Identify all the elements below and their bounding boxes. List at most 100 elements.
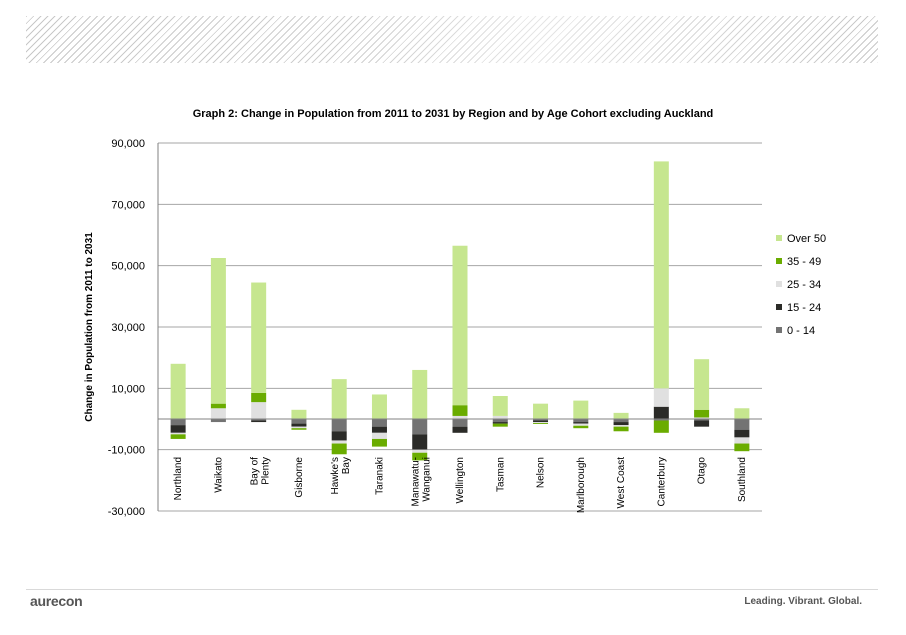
bar-manawatu-wanganui-35-49 bbox=[412, 452, 428, 461]
bar-manawatu-wanganui-over-50 bbox=[412, 369, 428, 419]
bar-west-coast-0-14 bbox=[613, 419, 629, 423]
x-tick-label: West Coast bbox=[616, 457, 627, 509]
bar-wellington-15-24 bbox=[452, 426, 468, 433]
bar-nelson-25-34 bbox=[533, 422, 549, 423]
bar-manawatu-wanganui-15-24 bbox=[412, 434, 428, 450]
bar-hawke-s-bay-15-24 bbox=[331, 431, 347, 441]
bar-west-coast-over-50 bbox=[613, 412, 629, 419]
x-tick-label-line: Marlborough bbox=[576, 457, 587, 513]
bar-taranaki-15-24 bbox=[371, 426, 387, 433]
legend-label: 15 - 24 bbox=[787, 302, 821, 314]
bar-manawatu-wanganui-0-14 bbox=[412, 419, 428, 435]
x-tick-label-line: Gisborne bbox=[294, 457, 305, 498]
bar-tasman-0-14 bbox=[492, 419, 508, 423]
bar-tasman-25-34 bbox=[492, 415, 508, 419]
x-tick-label-line: Wanganui bbox=[422, 457, 433, 502]
x-tick-label: Taranaki bbox=[374, 457, 385, 495]
bar-gisborne-25-34 bbox=[291, 426, 307, 429]
bar-canterbury-25-34 bbox=[653, 388, 669, 407]
x-tick-label: Gisborne bbox=[294, 457, 305, 498]
y-tick-label: 70,000 bbox=[111, 199, 145, 211]
bar-northland-over-50 bbox=[170, 363, 186, 419]
y-tick-label: -10,000 bbox=[108, 445, 145, 457]
legend-swatch bbox=[776, 235, 782, 241]
x-tick-label-line: West Coast bbox=[616, 457, 627, 509]
x-tick-label: Canterbury bbox=[656, 457, 667, 506]
header-hatch-fade bbox=[26, 16, 878, 63]
x-tick-label-line: Northland bbox=[173, 457, 184, 500]
bar-waikato-35-49 bbox=[210, 403, 226, 409]
bar-canterbury-35-49 bbox=[653, 420, 669, 433]
legend-label: 25 - 34 bbox=[787, 279, 821, 291]
x-tick-label-line: Taranaki bbox=[374, 457, 385, 495]
legend-label: 0 - 14 bbox=[787, 325, 815, 337]
y-tick-label: 90,000 bbox=[111, 138, 145, 150]
x-tick-label-line: Nelson bbox=[536, 457, 547, 488]
footer-divider bbox=[26, 589, 878, 590]
bar-canterbury-over-50 bbox=[653, 161, 669, 389]
bar-marlborough-over-50 bbox=[573, 400, 589, 419]
bar-canterbury-0-14 bbox=[653, 419, 669, 421]
x-tick-label-line: Hawke's bbox=[330, 457, 341, 494]
y-axis-title: Change in Population from 2011 to 2031 bbox=[84, 232, 95, 422]
bar-waikato-25-34 bbox=[210, 408, 226, 419]
aurecon-logo: aurecon bbox=[30, 593, 83, 609]
x-tick-label: Waikato bbox=[213, 457, 224, 493]
bars-layer bbox=[170, 161, 750, 461]
bar-west-coast-25-34 bbox=[613, 425, 629, 427]
bar-northland-35-49 bbox=[170, 434, 186, 439]
axis-layer: -30,000 -10,000 10,000 30,000 50,000 70,000 90… bbox=[84, 138, 762, 518]
bar-northland-15-24 bbox=[170, 425, 186, 433]
bar-marlborough-25-34 bbox=[573, 423, 589, 426]
x-tick-label-line: Waikato bbox=[213, 457, 224, 493]
bar-taranaki-35-49 bbox=[371, 438, 387, 447]
y-tick-label: -30,000 bbox=[108, 506, 145, 518]
bar-wellington-0-14 bbox=[452, 419, 468, 427]
x-tick-label: Tasman bbox=[495, 457, 506, 492]
y-tick-label: 50,000 bbox=[111, 261, 145, 273]
bar-wellington-35-49 bbox=[452, 405, 468, 416]
bar-otago-35-49 bbox=[694, 409, 710, 418]
bar-west-coast-35-49 bbox=[613, 426, 629, 432]
x-tick-label: Wellington bbox=[455, 457, 466, 504]
x-tick-label: Otago bbox=[697, 457, 708, 485]
bar-hawke-s-bay-0-14 bbox=[331, 419, 347, 432]
bar-northland-25-34 bbox=[170, 432, 186, 435]
legend-swatch bbox=[776, 304, 782, 310]
bar-waikato-over-50 bbox=[210, 258, 226, 404]
x-tick-label: Bay ofPlenty bbox=[250, 457, 272, 486]
bar-gisborne-15-24 bbox=[291, 423, 307, 427]
bar-taranaki-25-34 bbox=[371, 432, 387, 439]
bar-bay-of-plenty-over-50 bbox=[251, 282, 267, 393]
bar-gisborne-0-14 bbox=[291, 419, 307, 424]
bar-tasman-15-24 bbox=[492, 422, 508, 424]
bar-bay-of-plenty-25-34 bbox=[251, 402, 267, 419]
x-tick-label-line: Tasman bbox=[495, 457, 506, 492]
bar-tasman-35-49 bbox=[492, 423, 508, 427]
x-tick-label: Hawke'sBay bbox=[330, 457, 352, 494]
bar-tasman-over-50 bbox=[492, 396, 508, 416]
bar-southland-15-24 bbox=[734, 429, 750, 438]
x-tick-label-line: Wellington bbox=[455, 457, 466, 504]
x-tick-label: Manawatu-Wanganui bbox=[411, 457, 433, 506]
bar-marlborough-0-14 bbox=[573, 419, 589, 423]
x-tick-label-line: Otago bbox=[697, 457, 708, 485]
bar-waikato-0-14 bbox=[210, 419, 226, 423]
bar-marlborough-35-49 bbox=[573, 425, 589, 429]
bar-taranaki-over-50 bbox=[371, 394, 387, 419]
bar-nelson-over-50 bbox=[533, 403, 549, 419]
x-tick-label-line: Bay of bbox=[250, 457, 261, 486]
bar-otago-25-34 bbox=[694, 417, 710, 419]
bar-marlborough-15-24 bbox=[573, 422, 589, 424]
bar-otago-0-14 bbox=[694, 419, 710, 421]
bar-hawke-s-bay-over-50 bbox=[331, 379, 347, 419]
bar-gisborne-over-50 bbox=[291, 409, 307, 419]
bar-northland-0-14 bbox=[170, 419, 186, 426]
bar-otago-15-24 bbox=[694, 420, 710, 427]
x-tick-label: Northland bbox=[173, 457, 184, 500]
x-tick-label-line: Bay bbox=[341, 457, 352, 474]
legend-swatch bbox=[776, 258, 782, 264]
legend: Over 50 35 - 49 25 - 34 15 - 24 0 - 14 bbox=[776, 233, 826, 337]
bar-manawatu-wanganui-25-34 bbox=[412, 449, 428, 453]
